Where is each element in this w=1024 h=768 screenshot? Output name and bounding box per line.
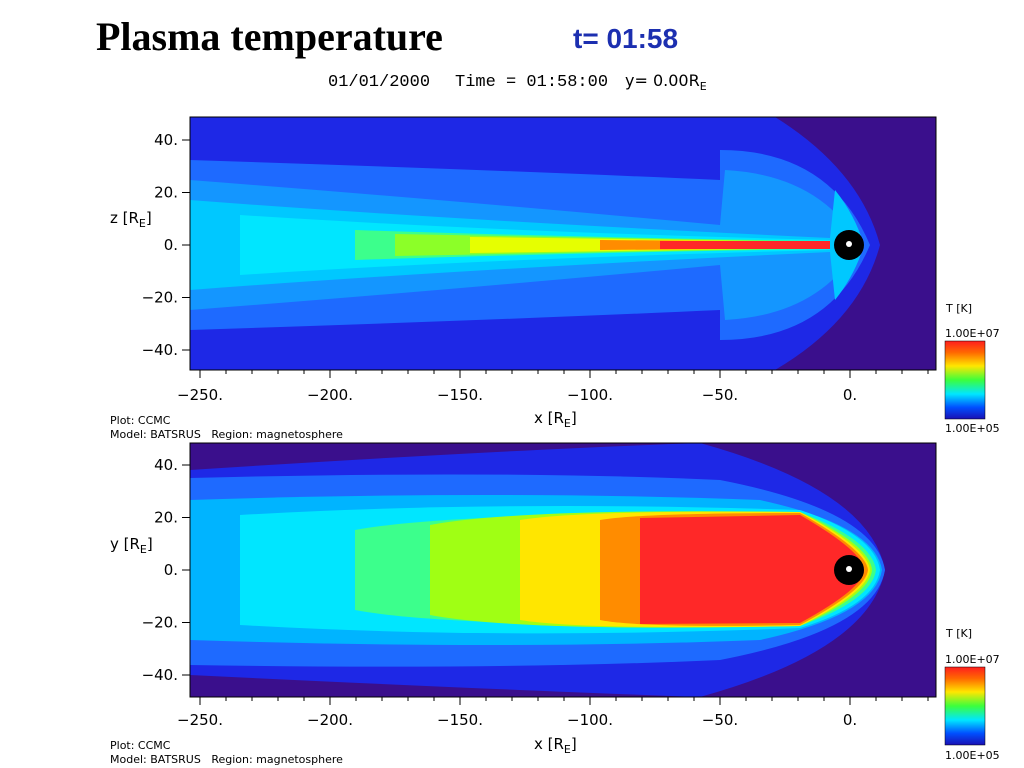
- y-tick-label: −20.: [142, 614, 178, 632]
- y-tick-label: 0.: [164, 561, 178, 579]
- axis-label: x [RE]: [534, 735, 577, 756]
- slide-title: Plasma temperature: [96, 14, 443, 59]
- field-xy: [190, 443, 936, 697]
- y-tick-label: −40.: [142, 341, 178, 359]
- position-sub: E: [700, 80, 707, 93]
- colorbar-title: T [K]: [945, 627, 972, 640]
- y-tick-label: 40.: [154, 131, 178, 149]
- axis-label: z [RE]: [110, 209, 152, 230]
- axis-label-text: x [R: [534, 735, 564, 753]
- y-tick-label: 20.: [154, 184, 178, 202]
- footer-plot: Plot: CCMC: [110, 414, 171, 427]
- colorbar-max: 1.00E+07: [945, 653, 1000, 666]
- y-tick-label: 0.: [164, 236, 178, 254]
- x-tick-label: −150.: [437, 711, 483, 729]
- footer-model: Model: BATSRUS Region: magnetosphere: [110, 753, 343, 766]
- y-tick-label: −20.: [142, 289, 178, 307]
- colorbar-max: 1.00E+07: [945, 327, 1000, 340]
- x-tick-label: −200.: [307, 711, 353, 729]
- axis-label-end: ]: [571, 735, 577, 753]
- y-tick-label: 20.: [154, 509, 178, 527]
- colorbar-min: 1.00E+05: [945, 749, 1000, 762]
- axis-label-text: x [R: [534, 409, 564, 427]
- x-tick-label: −250.: [177, 386, 223, 404]
- x-tick-label: −50.: [702, 711, 738, 729]
- x-tick-label: −50.: [702, 386, 738, 404]
- header-date: 01/01/2000: [328, 73, 430, 92]
- x-tick-label: −100.: [567, 386, 613, 404]
- axis-label: x [RE]: [534, 409, 577, 430]
- header-time: Time = 01:58:00: [455, 73, 608, 92]
- colorbar-title: T [K]: [945, 302, 972, 315]
- axis-label-end: ]: [146, 209, 152, 227]
- x-tick-label: 0.: [843, 711, 857, 729]
- axis-label: y [RE]: [110, 535, 153, 556]
- footer-plot: Plot: CCMC: [110, 739, 171, 752]
- header-position: y= 0.00RE: [625, 71, 707, 93]
- x-tick-label: −100.: [567, 711, 613, 729]
- x-tick-label: −200.: [307, 386, 353, 404]
- axis-label-sub: E: [564, 417, 571, 430]
- slide-time: t= 01:58: [573, 23, 678, 54]
- field-xz: [190, 117, 936, 370]
- y-tick-label: 40.: [154, 456, 178, 474]
- axis-label-sub: E: [139, 217, 146, 230]
- colorbar: [944, 666, 986, 746]
- footer-model: Model: BATSRUS Region: magnetosphere: [110, 428, 343, 441]
- axis-label-sub: E: [564, 743, 571, 756]
- colorbar-min: 1.00E+05: [945, 422, 1000, 435]
- y-tick-label: −40.: [142, 666, 178, 684]
- position-text: y= 0.00R: [625, 71, 700, 90]
- axis-label-sub: E: [140, 543, 147, 556]
- x-tick-label: 0.: [843, 386, 857, 404]
- x-tick-label: −150.: [437, 386, 483, 404]
- colorbar: [944, 340, 986, 420]
- axis-label-end: ]: [571, 409, 577, 427]
- axis-label-text: y [R: [110, 535, 140, 553]
- axis-label-end: ]: [147, 535, 153, 553]
- axis-label-text: z [R: [110, 209, 139, 227]
- x-tick-label: −250.: [177, 711, 223, 729]
- plot-frame: [189, 116, 937, 371]
